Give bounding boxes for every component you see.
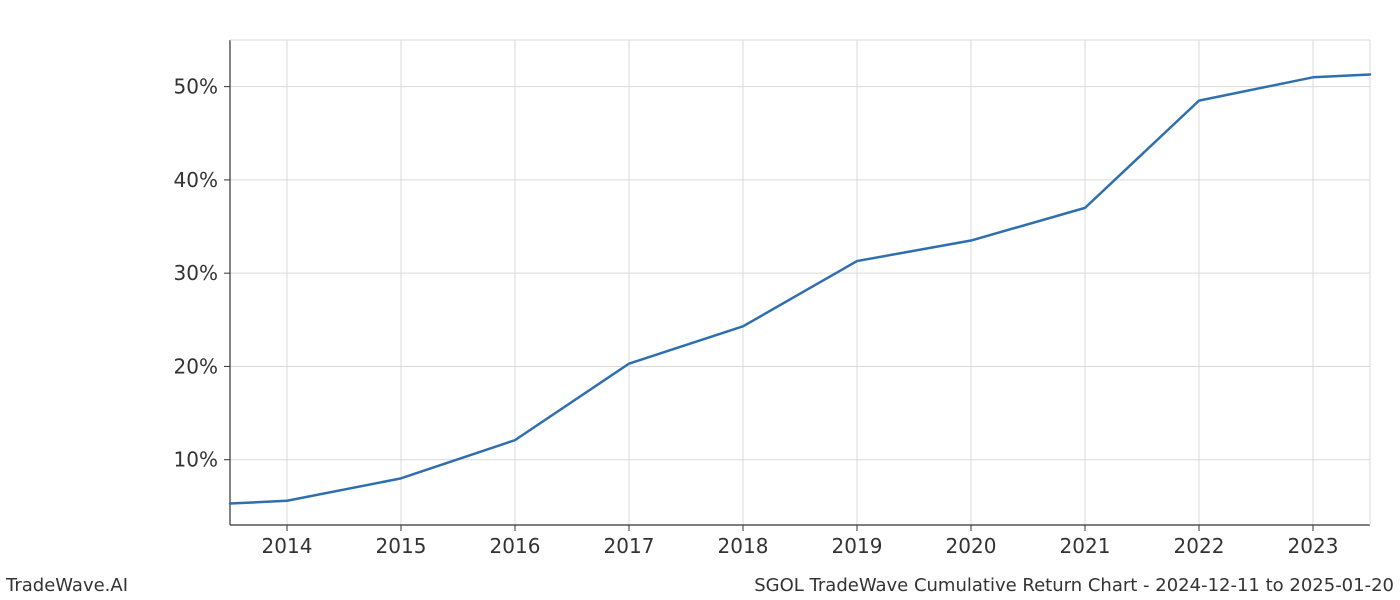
xtick-label: 2016 bbox=[490, 534, 541, 558]
xtick-label: 2020 bbox=[946, 534, 997, 558]
ytick-label: 40% bbox=[174, 168, 218, 192]
xtick-label: 2017 bbox=[604, 534, 655, 558]
xtick-label: 2014 bbox=[262, 534, 313, 558]
ytick-label: 10% bbox=[174, 448, 218, 472]
ytick-label: 30% bbox=[174, 261, 218, 285]
ytick-label: 50% bbox=[174, 75, 218, 99]
xtick-label: 2023 bbox=[1288, 534, 1339, 558]
xtick-label: 2019 bbox=[832, 534, 883, 558]
footer-caption: SGOL TradeWave Cumulative Return Chart -… bbox=[754, 575, 1394, 596]
footer-brand: TradeWave.AI bbox=[6, 575, 128, 596]
chart-svg: 2014 2015 2016 2017 2018 2019 2020 2021 2022 2023… bbox=[0, 0, 1400, 600]
ytick-label: 20% bbox=[174, 354, 218, 378]
xtick-label: 2021 bbox=[1060, 534, 1111, 558]
xtick-label: 2015 bbox=[376, 534, 427, 558]
cumulative-return-chart: 2014 2015 2016 2017 2018 2019 2020 2021 2022 2023… bbox=[0, 0, 1400, 600]
xtick-label: 2018 bbox=[718, 534, 769, 558]
xtick-label: 2022 bbox=[1174, 534, 1225, 558]
